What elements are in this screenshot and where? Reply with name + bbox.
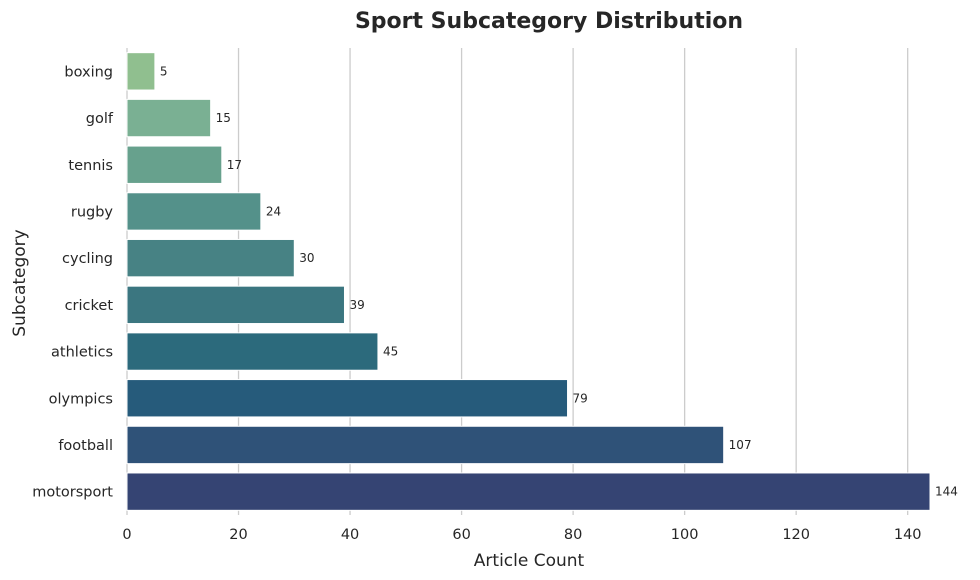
x-tick-label: 140	[894, 527, 922, 543]
data-label-olympics: 79	[573, 391, 588, 405]
x-tick-label: 120	[782, 527, 810, 543]
bar-motorsport	[126, 472, 931, 511]
y-tick-label-boxing: boxing	[64, 64, 113, 80]
x-axis-title: Article Count	[474, 551, 585, 571]
y-tick-label-motorsport: motorsport	[32, 485, 113, 501]
bar-golf	[126, 98, 212, 138]
data-label-cycling: 30	[299, 251, 314, 265]
y-tick-label-cricket: cricket	[65, 298, 114, 314]
data-label-golf: 15	[216, 111, 231, 125]
bar-boxing	[126, 52, 156, 91]
data-label-football: 107	[729, 438, 752, 452]
data-label-boxing: 5	[160, 64, 168, 78]
y-tick-label-rugby: rugby	[71, 204, 114, 220]
grid-lines	[126, 48, 909, 515]
data-labels: 5 15 17 24 30 39 45 79 107 144	[160, 64, 958, 498]
x-tick-label: 100	[671, 527, 699, 543]
y-tick-label-cycling: cycling	[62, 251, 113, 267]
x-tick-label: 40	[341, 527, 359, 543]
bar-athletics	[126, 332, 379, 371]
bar-cricket	[126, 285, 345, 325]
y-tick-label-tennis: tennis	[68, 158, 113, 174]
y-axis-title: Subcategory	[10, 229, 30, 337]
x-tick-labels: 0 20 40 60 80 100 120 140	[122, 527, 921, 543]
y-tick-label-football: football	[58, 438, 113, 454]
data-label-rugby: 24	[266, 204, 281, 218]
bar-olympics	[126, 379, 569, 418]
chart-title: Sport Subcategory Distribution	[355, 9, 743, 34]
x-tick-label: 20	[229, 527, 247, 543]
y-tick-labels: boxing golf tennis rugby cycling cricket athle…	[32, 64, 114, 500]
bar-cycling	[126, 238, 295, 278]
bar-tennis	[126, 145, 223, 184]
data-label-athletics: 45	[383, 345, 398, 359]
data-label-tennis: 17	[227, 158, 242, 172]
x-tick-label: 80	[564, 527, 582, 543]
y-tick-label-olympics: olympics	[49, 391, 113, 407]
data-label-motorsport: 144	[935, 485, 958, 499]
bar-rugby	[126, 192, 262, 231]
y-tick-label-athletics: athletics	[51, 345, 113, 361]
x-tick-label: 60	[452, 527, 470, 543]
x-tick-label: 0	[122, 527, 131, 543]
bars	[126, 52, 931, 511]
y-tick-label-golf: golf	[86, 111, 114, 127]
bar-football	[126, 425, 725, 465]
data-label-cricket: 39	[349, 298, 364, 312]
